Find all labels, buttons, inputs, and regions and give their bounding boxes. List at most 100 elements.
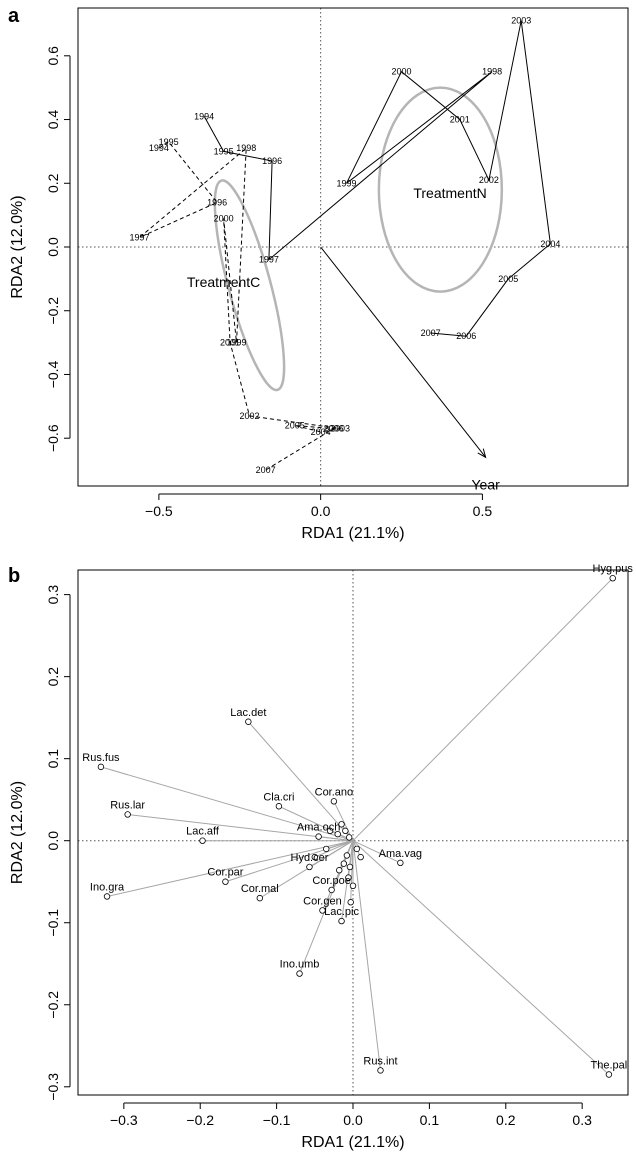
year-label: 2004 — [311, 427, 331, 437]
year-label: 1995 — [214, 146, 234, 156]
species-label: Ama.och — [297, 822, 340, 834]
species-point — [330, 798, 338, 805]
x-axis-title: RDA1 (21.1%) — [301, 1134, 404, 1151]
species-vector — [106, 840, 354, 897]
species-vectors — [100, 577, 614, 1075]
species-label: The.pal — [591, 1059, 628, 1071]
trajectory-treatmentn — [203, 20, 551, 337]
species-vector — [349, 840, 354, 868]
species-point — [296, 970, 303, 977]
species-point — [124, 811, 131, 818]
species-label: Lac.aff — [186, 826, 220, 838]
species-label: Lac.det — [230, 707, 266, 719]
species-label: Ino.gra — [90, 881, 125, 893]
x-tick-label: 0.5 — [473, 503, 493, 519]
year-label: 2007 — [256, 465, 276, 475]
species-point — [340, 860, 348, 867]
species-point — [347, 899, 354, 906]
year-label: 2006 — [456, 331, 476, 341]
species-point — [326, 827, 334, 835]
y-tick-label: −0.4 — [45, 360, 61, 388]
species-vector — [352, 577, 614, 842]
species-label: Lac.pic — [324, 906, 359, 918]
y-tick-label: −0.2 — [45, 297, 61, 325]
x-tick-label: −0.1 — [263, 1112, 291, 1128]
species-point — [345, 834, 353, 841]
trajectory-treatmentc — [139, 141, 341, 471]
species-point — [342, 827, 349, 835]
y-tick-label: −0.6 — [45, 424, 61, 452]
year-label: 1998 — [236, 143, 256, 153]
year-arrow-line — [320, 246, 487, 458]
year-label: 1997 — [259, 255, 279, 265]
species-point — [311, 853, 319, 861]
species-point — [345, 874, 352, 881]
year-label: 1995 — [159, 137, 179, 147]
species-point — [306, 863, 313, 871]
group-labels: TreatmentC TreatmentN — [187, 185, 487, 290]
year-label: 1999 — [227, 338, 247, 348]
x-tick-label: −0.3 — [110, 1112, 138, 1128]
species-label: Cor.mal — [241, 883, 279, 895]
species-vector — [247, 721, 354, 842]
y-tick-label: 0.6 — [45, 46, 61, 66]
year-label: 2001 — [450, 115, 470, 125]
year-label: 1999 — [337, 178, 357, 188]
species-point — [323, 845, 330, 853]
species-point — [357, 853, 364, 861]
species-point — [343, 852, 351, 859]
plot-frame — [77, 7, 629, 487]
plot-axes: −0.5 0.0 0.5 −0.6 −0.4 −0.2 0.0 0.2 0.4 0.6 — [45, 7, 629, 519]
species-vector — [352, 840, 381, 1071]
species-points — [97, 575, 616, 1078]
x-tick-label: 0.1 — [420, 1112, 440, 1128]
year-label: 2004 — [540, 239, 560, 249]
zero-reference-lines — [78, 570, 628, 1095]
rda-chart-a: a Year 199419951996199719981999200020012… — [8, 5, 629, 542]
y-axis-title: RDA2 (12.0%) — [9, 195, 26, 298]
species-label: Cor.gen — [303, 895, 342, 907]
year-label: 2007 — [421, 328, 441, 338]
species-point — [338, 821, 345, 828]
species-point — [275, 803, 283, 810]
x-tick-label: −0.2 — [186, 1112, 214, 1128]
rda-chart-b: b Hyg.pus The.pal Rus.int Lac.det Rus.fus Rus… — [8, 563, 633, 1151]
species-vector — [100, 766, 354, 842]
group-ellipses — [213, 86, 504, 392]
species-vector — [326, 840, 354, 850]
arrow-head — [477, 448, 487, 459]
panel-label-a: a — [8, 5, 20, 27]
y-axis-title: RDA2 (12.0%) — [9, 781, 26, 884]
y-tick-label: 0.3 — [45, 585, 61, 605]
species-point — [103, 893, 111, 900]
y-tick-label: 0.0 — [45, 237, 61, 257]
species-vector — [333, 801, 354, 841]
species-label: Ama.vag — [379, 848, 422, 860]
species-label: Cor.ano — [315, 786, 354, 798]
species-point — [245, 718, 252, 725]
year-label: 2003 — [511, 16, 531, 26]
species-point — [222, 878, 229, 885]
year-arrow: Year — [320, 246, 500, 492]
species-point — [353, 845, 361, 853]
x-tick-label: −0.5 — [145, 503, 173, 519]
species-point — [346, 863, 354, 871]
y-tick-label: 0.4 — [45, 110, 61, 130]
year-label: 2002 — [479, 175, 499, 185]
species-point — [377, 1067, 384, 1074]
year-labels: 1994199519961997199819992000200120022003… — [129, 16, 560, 475]
group-label-treatmentn: TreatmentN — [413, 185, 486, 201]
y-tick-label: −0.1 — [45, 909, 61, 937]
species-vector — [259, 840, 354, 899]
panel-label-b: b — [8, 565, 20, 587]
plot-frame — [77, 569, 629, 1096]
y-tick-label: 0.2 — [45, 173, 61, 193]
species-label: Ino.umb — [280, 959, 320, 971]
y-tick-label: 0.1 — [45, 749, 61, 769]
species-label: Rus.fus — [82, 752, 120, 764]
species-label: Rus.int — [363, 1055, 397, 1067]
y-tick-label: 0.0 — [45, 831, 61, 851]
ellipse-treatmentn — [377, 86, 504, 293]
species-point — [609, 575, 616, 582]
species-vector — [350, 840, 354, 903]
